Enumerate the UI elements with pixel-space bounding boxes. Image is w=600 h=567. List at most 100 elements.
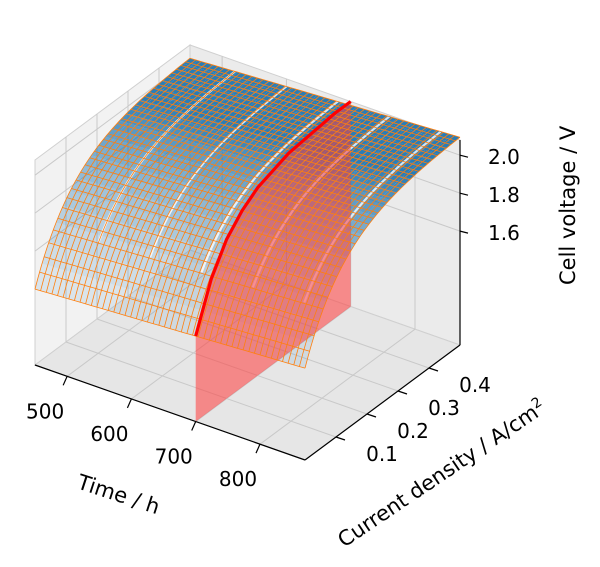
surface-patch [214, 141, 230, 151]
y-tick-mark [397, 390, 408, 395]
wire-line-current [39, 271, 310, 352]
surface-patch [105, 128, 121, 140]
y-axis-line [304, 344, 461, 461]
surface-patch [200, 156, 216, 168]
surface-patch [146, 296, 162, 324]
surface-patch [159, 235, 175, 255]
surface-patch [232, 165, 248, 177]
surface-patch [50, 268, 66, 296]
surface-patch [409, 164, 425, 173]
surface-patch [238, 74, 254, 83]
surface-patch [113, 262, 129, 287]
surface-patch [158, 115, 174, 126]
surface-patch [179, 96, 195, 106]
grid-x-floor [195, 306, 352, 422]
wire-line-current [135, 104, 406, 185]
surface-patch [182, 225, 198, 243]
surface-patch [151, 122, 167, 133]
surface-patch [162, 166, 178, 179]
surface-patch [176, 149, 192, 161]
surface-patch [127, 115, 143, 126]
surface-patch [160, 254, 176, 277]
x-tick-mark [62, 376, 68, 386]
wire-line-current [157, 84, 429, 164]
y-tick-label: 0.2 [397, 419, 429, 443]
surface-patch [282, 126, 298, 136]
surface-patch [80, 231, 96, 254]
surface-patch [274, 124, 290, 133]
surface-patch [167, 238, 183, 258]
surface-patch [161, 144, 176, 156]
surface-patch [182, 122, 198, 133]
surface-patch [367, 205, 383, 216]
wire-line-current [66, 197, 338, 278]
wire-line-current [144, 96, 415, 176]
surface-patch [50, 243, 65, 269]
z-axis-label: Cell voltage / V [556, 125, 580, 285]
surface-patch [121, 133, 137, 144]
surface-patch [399, 136, 415, 145]
surface-patch [74, 275, 90, 303]
surface-patch [374, 197, 390, 208]
wireframe-mesh [34, 57, 461, 369]
surface-patch [184, 74, 200, 83]
surface-patch [191, 134, 206, 144]
surface-patch [237, 139, 253, 149]
surface-patch [113, 130, 129, 142]
surface-patch [198, 127, 213, 137]
wire-line-current [112, 128, 383, 208]
surface-patch [130, 146, 146, 158]
surface-patch [147, 162, 162, 174]
slice-curve [194, 100, 352, 337]
surface-patch [169, 157, 185, 169]
surface-patch [187, 185, 203, 199]
surface-patch [240, 90, 256, 99]
surface-patch [430, 146, 446, 155]
wire-line-current [162, 80, 433, 160]
surface-patch [254, 153, 270, 163]
surface-patch [72, 210, 87, 230]
surface-patch [219, 108, 235, 117]
surface-patch [238, 148, 254, 158]
surface-patch [310, 95, 325, 104]
wire-line-current [148, 91, 420, 172]
surface-patch [134, 108, 150, 119]
surface-patch [64, 208, 80, 227]
surface-patch [154, 153, 169, 165]
surface-patch [366, 195, 382, 206]
surface-patch [111, 221, 127, 241]
surface-patch [200, 266, 215, 288]
surface-patch [381, 190, 397, 200]
surface-patch [71, 193, 87, 211]
surface-patch [128, 245, 144, 268]
surface-patch [153, 274, 169, 299]
surface-patch [120, 243, 136, 265]
surface-patch [278, 86, 294, 94]
wire-line-current [107, 133, 379, 214]
surface-patch [120, 123, 136, 134]
surface-patch [261, 146, 277, 156]
slice-curve-line [194, 100, 352, 337]
surface-patch [202, 178, 218, 191]
surface-patch [388, 183, 404, 193]
wire-line-current [139, 100, 411, 181]
wire-line-current [84, 164, 356, 245]
z-tick-mark [459, 154, 469, 158]
z-tick-label: 1.6 [488, 221, 520, 245]
surface-patch [138, 293, 154, 322]
surface-patch [245, 141, 261, 151]
surface-patch [378, 154, 393, 164]
x-tick-mark [255, 443, 261, 454]
surface-patch [352, 211, 368, 223]
y-tick-label: 0.1 [366, 442, 398, 466]
surface-patch [198, 62, 214, 71]
surface-patch [289, 337, 305, 366]
wire-line-current [62, 207, 333, 287]
surface-patch [183, 58, 198, 67]
surface-patch [163, 91, 179, 101]
surface-patch [161, 276, 177, 301]
surface-patch [116, 164, 132, 178]
surface-patch [103, 219, 119, 239]
wire-line-current [185, 61, 456, 142]
